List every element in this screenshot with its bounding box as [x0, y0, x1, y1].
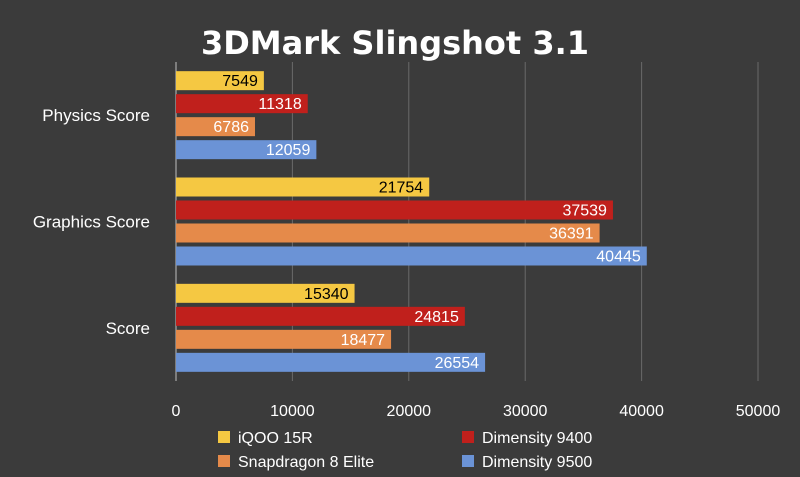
bar: [176, 306, 465, 326]
x-tick-label: 40000: [619, 403, 664, 420]
category-label: Graphics Score: [33, 213, 150, 232]
data-label: 37539: [562, 203, 607, 220]
chart-title: 3DMark Slingshot 3.1: [201, 24, 589, 62]
legend-swatch: [218, 455, 230, 467]
bar: [176, 246, 647, 266]
bar: [176, 117, 255, 137]
category-label: Score: [106, 319, 150, 338]
category-label: Physics Score: [42, 106, 150, 125]
bar: [176, 283, 355, 303]
x-tick-label: 30000: [503, 403, 548, 420]
x-tick-label: 20000: [387, 403, 432, 420]
data-label: 15340: [304, 286, 349, 303]
bar: [176, 352, 486, 372]
bar: [176, 140, 317, 160]
category-labels: Physics Score Graphics Score Score: [33, 106, 150, 338]
data-label: 18477: [341, 332, 386, 349]
legend-label: Dimensity 9500: [482, 454, 592, 471]
legend-swatch: [462, 431, 474, 443]
data-label: 12059: [266, 142, 311, 159]
x-tick-label: 10000: [270, 403, 315, 420]
bar: [176, 94, 308, 114]
legend: iQOO 15R Dimensity 9400 Snapdragon 8 Elite…: [218, 430, 592, 471]
x-tick-labels: 0 10000 20000 30000 40000 50000: [172, 403, 781, 420]
data-label: 7549: [222, 73, 258, 90]
legend-label: iQOO 15R: [238, 430, 313, 447]
bar: [176, 329, 392, 349]
data-label: 6786: [213, 119, 249, 136]
grid-lines: [175, 62, 759, 381]
legend-swatch: [218, 431, 230, 443]
bar: [176, 200, 613, 220]
bar: [176, 223, 600, 243]
data-label: 24815: [414, 309, 459, 326]
legend-label: Snapdragon 8 Elite: [238, 454, 374, 471]
legend-label: Dimensity 9400: [482, 430, 592, 447]
legend-swatch: [462, 455, 474, 467]
data-label: 21754: [379, 180, 424, 197]
data-label: 26554: [435, 355, 480, 372]
x-tick-label: 0: [172, 403, 181, 420]
x-tick-label: 50000: [736, 403, 781, 420]
data-label: 11318: [258, 96, 301, 113]
data-label: 36391: [549, 226, 594, 243]
bar: [176, 177, 430, 197]
data-label: 40445: [596, 249, 641, 266]
bar: [176, 71, 264, 91]
